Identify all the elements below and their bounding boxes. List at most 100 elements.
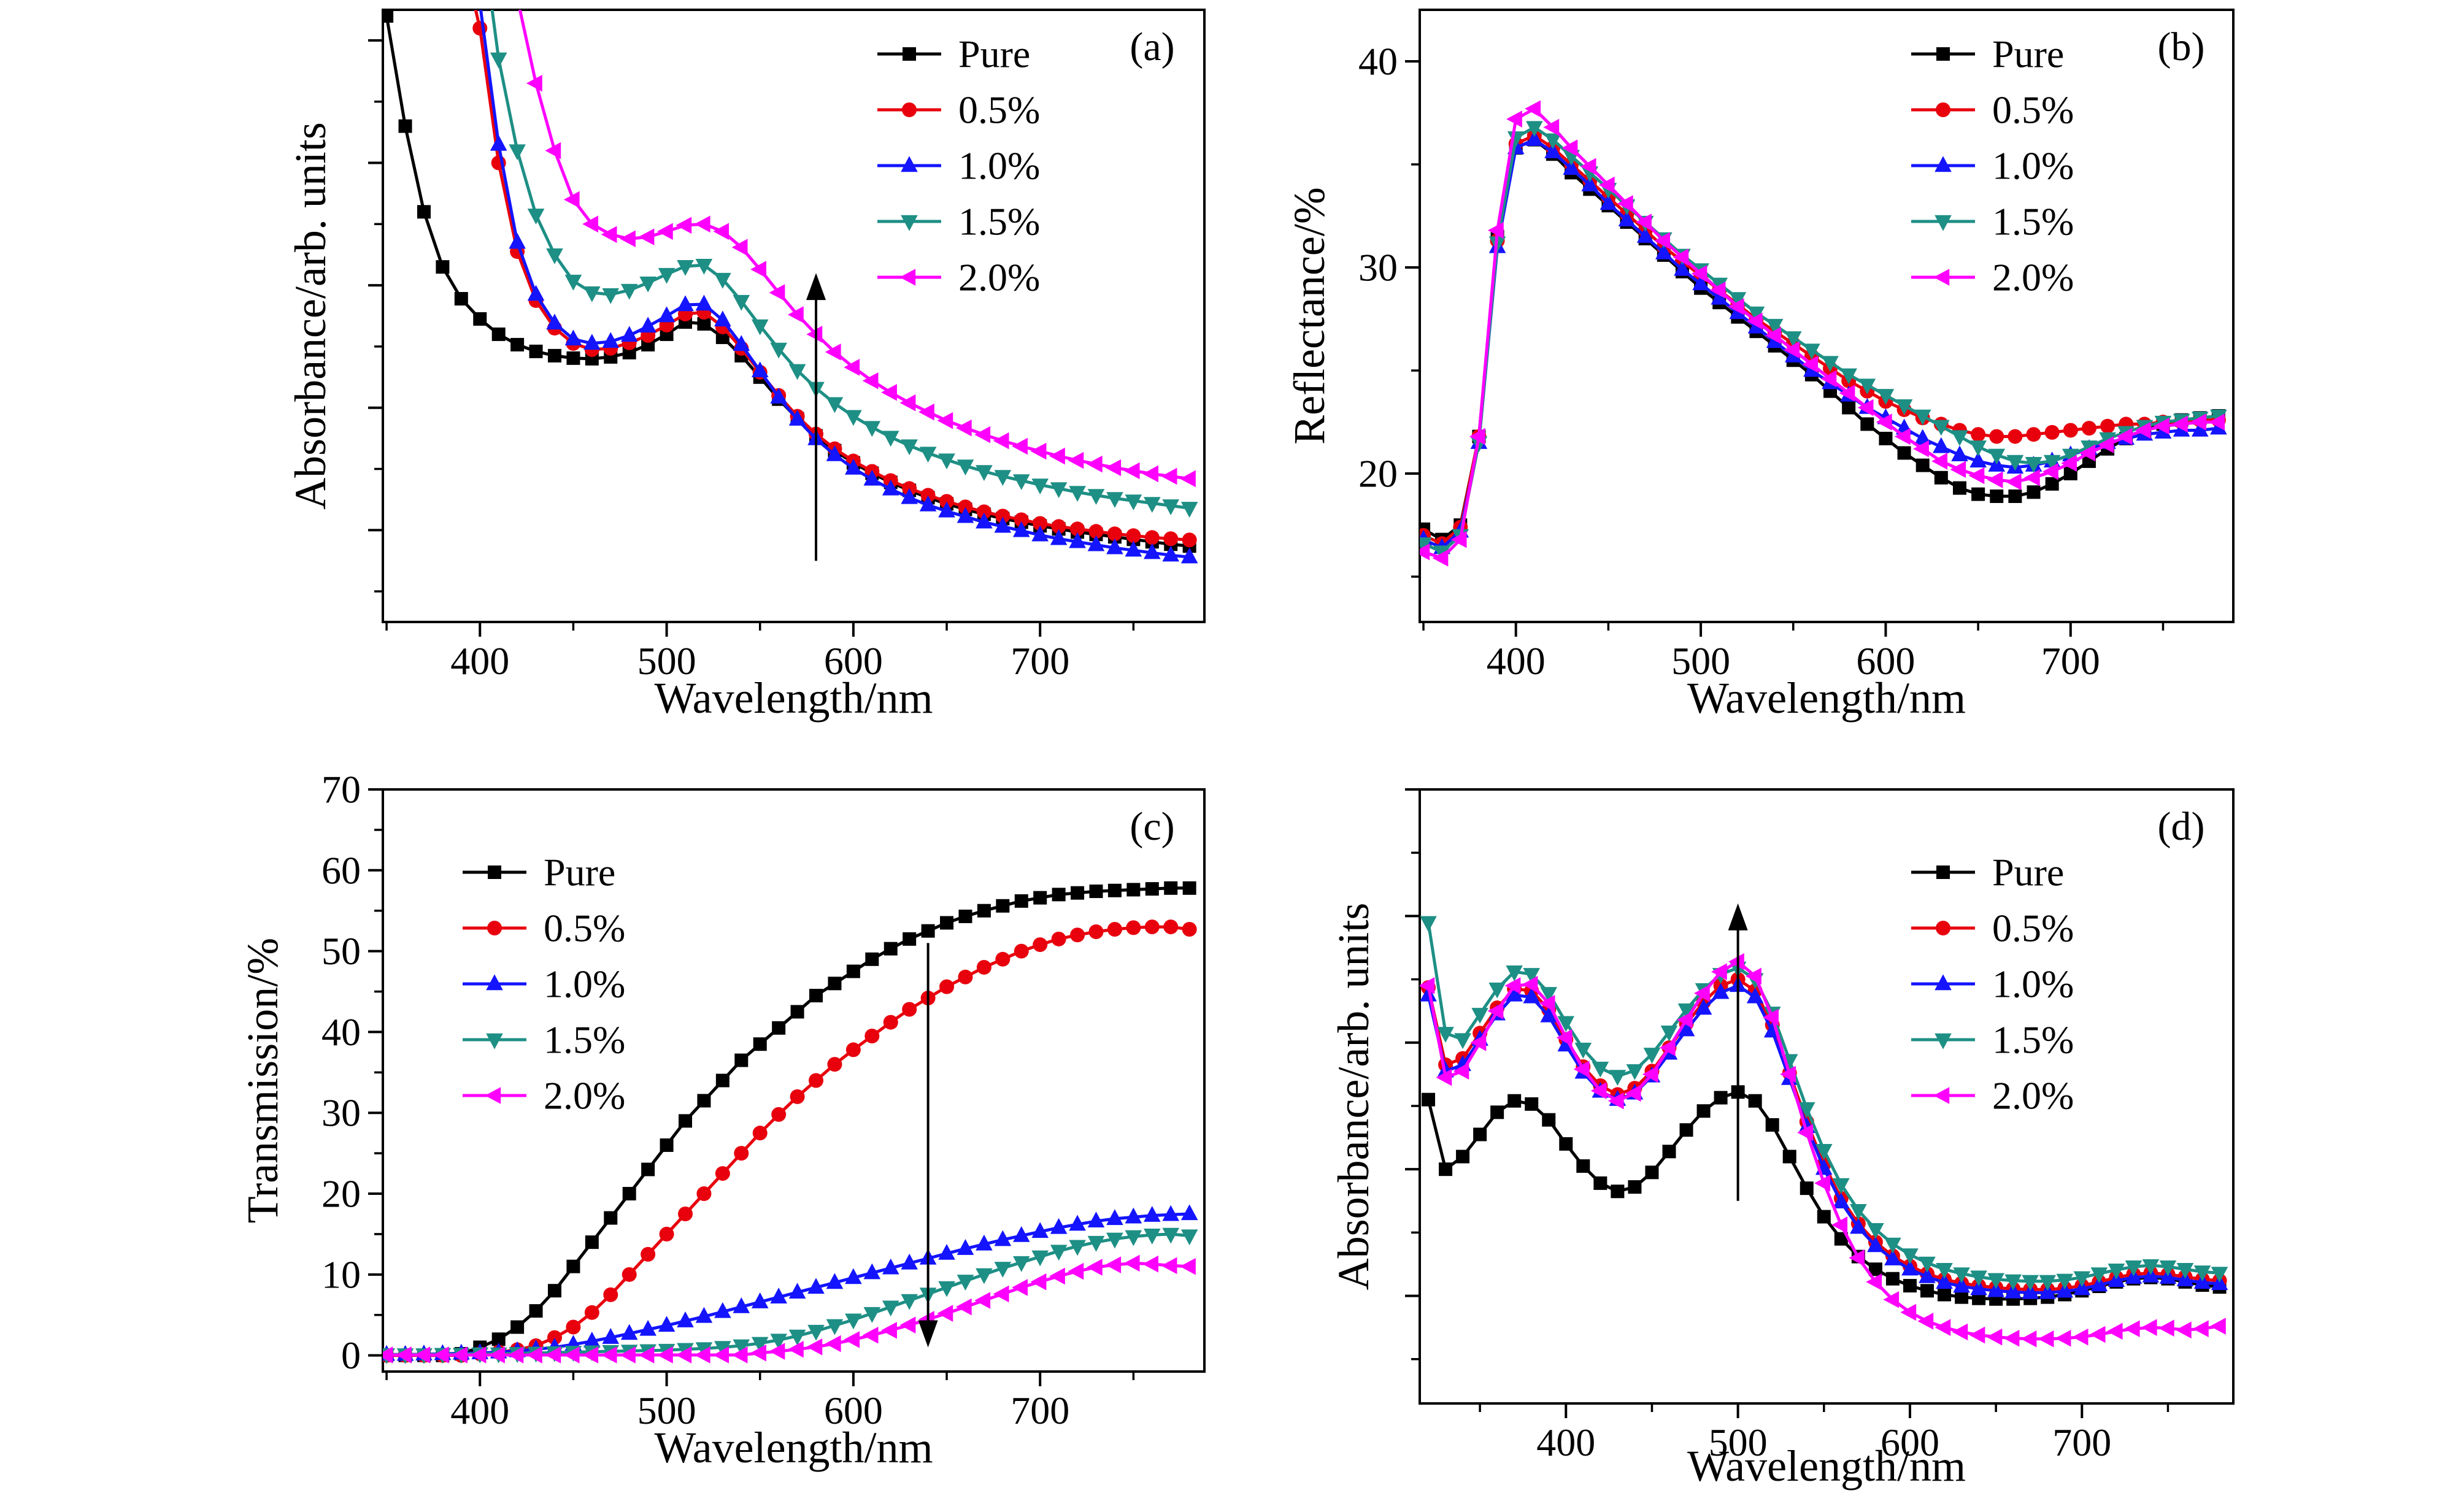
triangle-down-marker — [1087, 1235, 1105, 1252]
triangle-left-marker — [1012, 1279, 1028, 1296]
square-marker — [1611, 1184, 1625, 1199]
triangle-up-marker — [1087, 1211, 1105, 1228]
square-marker — [1765, 1118, 1779, 1132]
series-line — [1426, 984, 2220, 1294]
square-marker — [1593, 1176, 1607, 1190]
triangle-left-marker — [1933, 1087, 1950, 1104]
triangle-up-marker — [1969, 451, 1987, 468]
triangle-up-marker — [1106, 1209, 1123, 1226]
triangle-left-marker — [844, 1331, 860, 1348]
triangle-left-marker — [2158, 1319, 2174, 1337]
triangle-down-marker — [1012, 1256, 1030, 1272]
square-marker — [715, 330, 730, 344]
circle-marker — [696, 1186, 712, 1202]
x-axis-label: Wavelength/nm — [1687, 674, 1966, 723]
triangle-left-marker — [750, 261, 766, 278]
triangle-up-marker — [1987, 1281, 2004, 1297]
triangle-down-marker — [639, 276, 656, 293]
triangle-down-marker — [2022, 1275, 2039, 1291]
triangle-up-marker — [788, 1283, 806, 1299]
triangle-left-marker — [1917, 1313, 1934, 1330]
square-marker — [1164, 881, 1178, 895]
series-line — [1426, 977, 2220, 1291]
triangle-left-marker — [2135, 421, 2151, 439]
square-marker — [2045, 477, 2059, 491]
triangle-left-marker — [1797, 1124, 1813, 1142]
triangle-left-marker — [1676, 1011, 1693, 1029]
circle-marker — [939, 494, 955, 509]
square-marker — [977, 904, 991, 918]
square-marker — [828, 977, 842, 991]
triangle-up-marker — [695, 294, 713, 311]
triangle-left-marker — [1573, 1061, 1590, 1078]
triangle-left-marker — [1068, 451, 1084, 469]
triangle-left-marker — [974, 1292, 991, 1309]
triangle-left-marker — [825, 1335, 841, 1353]
circle-marker — [1107, 526, 1122, 542]
triangle-left-marker — [1487, 1002, 1504, 1019]
circle-marker — [603, 1287, 618, 1302]
triangle-up-marker — [1677, 1020, 1695, 1037]
series-line — [490, 10, 1190, 510]
square-marker — [1990, 489, 2004, 504]
axes: 400 500 600 700 — [368, 9, 1206, 683]
triangle-left-marker — [620, 1346, 636, 1364]
triangle-up-marker — [1125, 1207, 1142, 1224]
triangle-down-marker — [564, 274, 582, 291]
circle-marker — [1163, 531, 1179, 547]
triangle-left-marker — [414, 1346, 431, 1364]
triangle-down-marker — [1877, 389, 1895, 405]
square-marker — [2008, 489, 2022, 504]
triangle-down-marker — [1987, 1273, 2004, 1289]
circle-marker — [487, 921, 502, 935]
triangle-left-marker — [1986, 1328, 2003, 1346]
triangle-down-marker — [2073, 1271, 2091, 1288]
axes: 400 500 600 700 — [1405, 788, 2235, 1464]
triangle-down-marker — [1106, 1232, 1123, 1249]
square-marker — [940, 916, 954, 930]
triangle-up-marker — [602, 1328, 620, 1344]
triangle-up-marker — [1901, 1259, 1919, 1276]
square-marker — [566, 1259, 580, 1273]
triangle-down-marker — [1867, 1223, 1884, 1239]
triangle-left-marker — [656, 223, 673, 240]
triangle-left-marker — [638, 1346, 655, 1364]
triangle-down-marker — [2125, 1260, 2143, 1276]
x-tick-label: 600 — [824, 1389, 883, 1432]
square-marker — [1439, 1162, 1453, 1176]
square-marker — [1456, 1149, 1470, 1164]
legend-label: Pure — [958, 33, 1030, 76]
legend-label: Pure — [1992, 33, 2064, 76]
triangle-up-marker — [807, 1278, 825, 1294]
triangle-left-marker — [1161, 467, 1177, 485]
triangle-left-marker — [2020, 1330, 2037, 1348]
square-marker — [865, 952, 879, 966]
series-2.0% — [1420, 953, 2226, 1348]
triangle-left-marker — [2003, 1329, 2020, 1347]
triangle-left-marker — [656, 1346, 673, 1364]
triangle-down-marker — [901, 1294, 918, 1310]
triangle-up-marker — [770, 388, 787, 404]
triangle-left-marker — [1820, 370, 1837, 388]
x-tick-label: 400 — [450, 1389, 509, 1432]
circle-marker — [958, 969, 973, 984]
triangle-down-marker — [1125, 1230, 1142, 1246]
series-2.0% — [518, 10, 1196, 488]
triangle-up-marker — [1087, 535, 1105, 551]
triangle-down-marker — [1850, 1204, 1867, 1220]
triangle-left-marker — [937, 412, 953, 429]
triangle-down-marker — [826, 1319, 844, 1335]
triangle-left-marker — [2038, 1330, 2054, 1348]
triangle-up-marker — [1544, 142, 1561, 159]
triangle-down-marker — [1488, 982, 1506, 999]
triangle-down-marker — [1766, 318, 1784, 335]
series-2.0% — [383, 1254, 1196, 1364]
x-tick-label: 700 — [2052, 1421, 2111, 1464]
triangle-down-marker — [1933, 420, 1950, 436]
triangle-left-marker — [433, 1346, 449, 1364]
triangle-up-marker — [1935, 156, 1952, 172]
triangle-up-marker — [1695, 999, 1712, 1015]
panel-letter: (a) — [1130, 25, 1174, 69]
square-marker — [491, 327, 506, 341]
circle-marker — [883, 1015, 898, 1030]
